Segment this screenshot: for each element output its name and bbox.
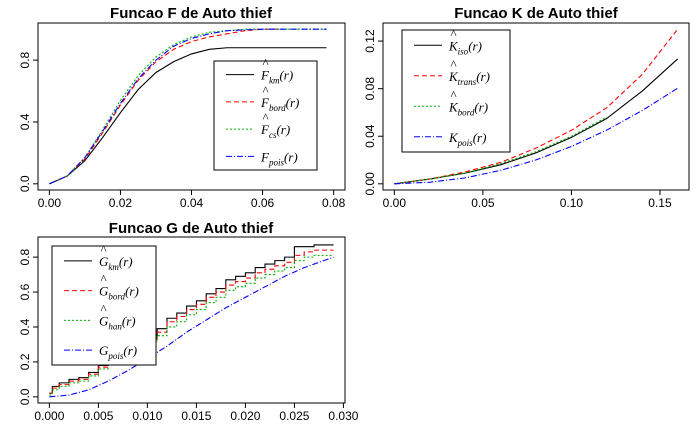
legend-label: Fbord(r) xyxy=(260,95,299,113)
x-tick-label: 0.025 xyxy=(279,409,309,423)
series-line-f-km xyxy=(49,47,327,185)
chart-title: Funcao F de Auto thief xyxy=(110,5,273,22)
legend-label: Ghan(r) xyxy=(99,313,136,331)
y-tick-label: 0.6 xyxy=(18,283,32,300)
x-tick-label: 0.000 xyxy=(34,409,64,423)
y-tick-label: 0.00 xyxy=(363,172,377,196)
x-tick-label: 0.02 xyxy=(109,196,133,210)
chart-title: Funcao K de Auto thief xyxy=(454,5,619,22)
y-tick-label: 0.04 xyxy=(363,124,377,148)
legend-hat: ^ xyxy=(100,242,107,257)
legend-label: Gpois(r) xyxy=(99,343,137,361)
x-tick-label: 0.005 xyxy=(83,409,113,423)
panel-funcao-g: Funcao G de Auto thief 0.000 0.005 0.010 0.0… xyxy=(18,220,359,423)
y-tick-label: 0.8 xyxy=(18,51,32,68)
series-line-k-bord xyxy=(394,116,608,185)
legend-label: Fcs(r) xyxy=(260,122,290,140)
legend-label: Fkm(r) xyxy=(260,68,293,86)
legend-box xyxy=(51,245,157,366)
series-line-k-trans xyxy=(394,28,679,185)
panel-funcao-k: Funcao K de Auto thief 0.00 0.05 0.10 0.15 0.… xyxy=(363,5,690,210)
legend-hat: ^ xyxy=(100,301,107,316)
x-tick-label: 0.10 xyxy=(560,196,584,210)
series-line-f-pois xyxy=(49,28,327,185)
x-tick-label: 0.010 xyxy=(132,409,162,423)
x-tick-label: 0.04 xyxy=(180,196,204,210)
legend-label: Fpois(r) xyxy=(260,149,298,167)
x-tick-label: 0.00 xyxy=(383,196,407,210)
series-line-f-cs xyxy=(49,28,327,185)
y-tick-label: 0.8 xyxy=(18,248,32,265)
legend-box xyxy=(213,60,318,171)
y-tick-label: 0.08 xyxy=(363,77,377,101)
legend-hat: ^ xyxy=(262,83,269,98)
x-tick-label: 0.15 xyxy=(648,196,672,210)
legend-hat: ^ xyxy=(262,110,269,125)
x-tick-label: 0.06 xyxy=(251,196,275,210)
x-tick-label: 0.05 xyxy=(471,196,495,210)
legend-hat: ^ xyxy=(100,272,107,287)
legend-label: Kpois(r) xyxy=(448,130,486,148)
y-tick-label: 0.12 xyxy=(363,29,377,53)
plot-frame xyxy=(382,22,690,191)
legend-box xyxy=(401,29,511,153)
legend-label: Ktrans(r) xyxy=(448,69,490,87)
x-tick-label: 0.015 xyxy=(181,409,211,423)
y-tick-label: 0.0 xyxy=(18,388,32,405)
y-tick-label: 0.0 xyxy=(18,175,32,192)
legend-hat: ^ xyxy=(450,57,457,72)
y-tick-label: 0.2 xyxy=(18,353,32,370)
legend-label: Gkm(r) xyxy=(99,254,133,272)
legend-label: Kiso(r) xyxy=(448,38,482,56)
series-line-g-pois xyxy=(49,256,334,398)
x-tick-label: 0.00 xyxy=(38,196,62,210)
y-tick-label: 0.4 xyxy=(18,113,32,130)
legend-hat: ^ xyxy=(262,56,269,71)
chart-title: Funcao G de Auto thief xyxy=(109,220,274,237)
series-line-f-bord xyxy=(49,28,281,185)
panel-funcao-f: Funcao F de Auto thief 0.00 0.02 0.04 0.06 0.… xyxy=(18,5,346,210)
x-tick-label: 0.030 xyxy=(328,409,358,423)
plot-frame xyxy=(37,236,346,404)
legend-hat: ^ xyxy=(450,26,457,41)
x-tick-label: 0.020 xyxy=(230,409,260,423)
series-line-k-pois xyxy=(394,87,678,185)
legend-hat: ^ xyxy=(450,87,457,102)
y-tick-label: 0.4 xyxy=(18,318,32,335)
series-line-k-iso xyxy=(394,58,679,185)
legend-label: Gbord(r) xyxy=(99,284,139,302)
series-line-g-han xyxy=(49,254,334,396)
legend-label: Kbord(r) xyxy=(448,99,488,117)
x-tick-label: 0.08 xyxy=(322,196,346,210)
